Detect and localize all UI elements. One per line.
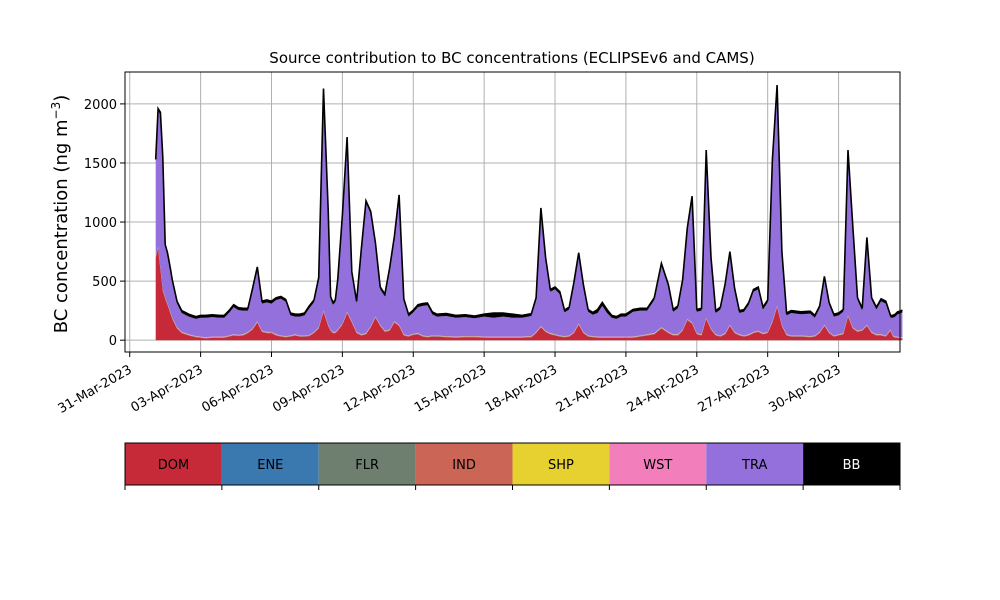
x-tick-label: 03-Apr-2023 [128, 362, 205, 415]
x-tick-label: 27-Apr-2023 [696, 362, 773, 415]
area-tra [155, 87, 903, 338]
legend-label-wst: WST [643, 458, 672, 473]
legend-swatch-ene [221, 443, 319, 485]
y-tick-label: 500 [92, 275, 117, 290]
legend-colorbar: DOM ENE FLR IND SHP WST TRA BB [124, 442, 901, 490]
x-tick-label: 24-Apr-2023 [625, 362, 702, 415]
x-tick-label: 15-Apr-2023 [412, 362, 489, 415]
axes-layer [124, 71, 901, 353]
x-tick-label: 21-Apr-2023 [554, 362, 631, 415]
legend-swatch-dom [125, 443, 222, 485]
total-outline [154, 84, 903, 318]
legend-swatch-shp [512, 443, 610, 485]
legend-swatch-bb [803, 443, 900, 485]
legend-label-shp: SHP [548, 458, 574, 473]
x-tick-label: 09-Apr-2023 [270, 362, 347, 415]
legend-swatch-flr [318, 443, 416, 485]
legend-swatch-ind [415, 443, 513, 485]
x-tick-label: 18-Apr-2023 [483, 362, 560, 415]
legend-swatch-wst [609, 443, 707, 485]
x-tick-label: 31-Mar-2023 [56, 362, 135, 416]
area-bb [155, 85, 903, 319]
x-tick-label: 30-Apr-2023 [766, 362, 843, 415]
stacked-area-layer [154, 84, 903, 341]
legend-frame [124, 442, 901, 486]
y-tick-label: 1500 [84, 157, 117, 172]
y-axis-label-main: BC concentration (ng m [51, 119, 72, 333]
legend-label-ind: IND [452, 458, 476, 473]
legend-swatch-tra [706, 443, 804, 485]
plot-frame [124, 71, 901, 353]
y-tick-label: 0 [109, 334, 117, 349]
legend-label-tra: TRA [741, 458, 767, 473]
x-tick-label: 06-Apr-2023 [199, 362, 276, 415]
legend-label-dom: DOM [158, 458, 189, 473]
y-axis-label-superscript: −3 [49, 102, 63, 120]
legend-label-flr: FLR [355, 458, 379, 473]
chart-title: Source contribution to BC concentrations… [269, 49, 754, 67]
y-tick-label: 1000 [84, 216, 117, 231]
y-tick-label: 2000 [84, 98, 117, 113]
y-tick-layer: 0 500 1000 1500 2000 [84, 98, 125, 349]
legend-label-ene: ENE [257, 458, 283, 473]
y-axis-label: BC concentration (ng m−3) [49, 95, 72, 334]
y-axis-label-close: ) [51, 95, 72, 102]
x-tick-label: 12-Apr-2023 [341, 362, 418, 415]
x-tick-layer: 31-Mar-202303-Apr-202306-Apr-202309-Apr-… [56, 352, 844, 417]
legend-label-bb: BB [843, 458, 861, 473]
